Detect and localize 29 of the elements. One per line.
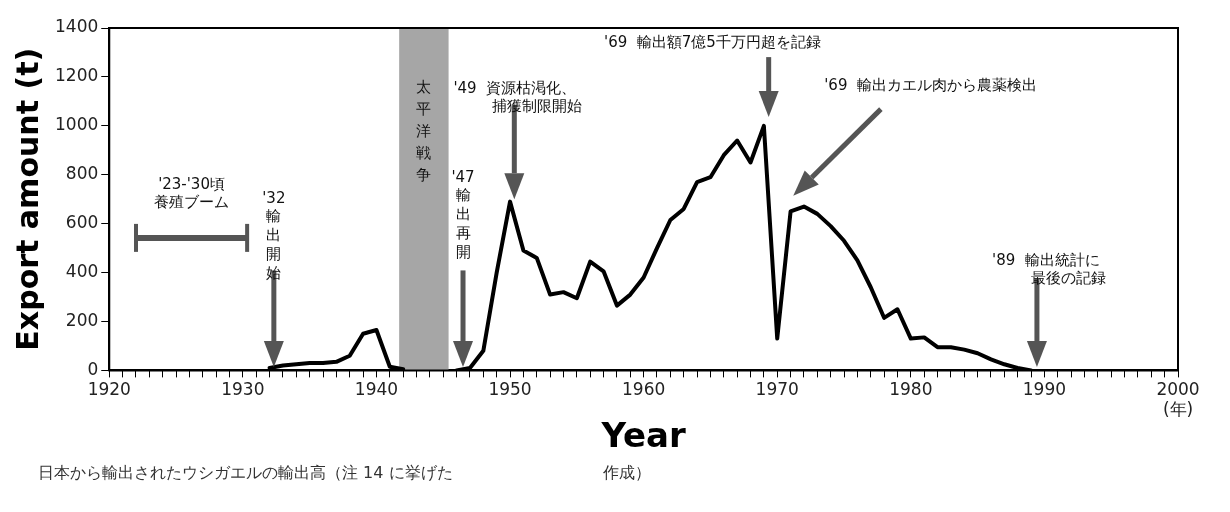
y-tick-label: 1000 bbox=[55, 114, 99, 135]
x-tick-label: 1960 bbox=[622, 379, 666, 400]
y-tick-label: 400 bbox=[65, 260, 99, 281]
y-tick-label: 800 bbox=[65, 163, 99, 184]
y-tick-label: 600 bbox=[65, 212, 99, 233]
y-tick-label: 0 bbox=[87, 358, 99, 379]
annotation: '69 輸出額7億5千万円超を記録 bbox=[604, 33, 821, 52]
x-tick-label: 1920 bbox=[87, 379, 131, 400]
x-axis-title: Year bbox=[600, 415, 686, 456]
x-tick-label: 1970 bbox=[755, 379, 799, 400]
annotation: '69 輸出カエル肉から農薬検出 bbox=[824, 75, 1037, 94]
y-tick-label: 200 bbox=[65, 309, 99, 330]
annotation: '47 輸出再開 bbox=[451, 168, 475, 263]
x-tick-label: 1950 bbox=[488, 379, 532, 400]
x-tick-label: 1990 bbox=[1022, 379, 1067, 400]
annotation: '49 資源枯渇化、捕獲制限開始 bbox=[453, 79, 583, 116]
x-tick-label: 1930 bbox=[221, 379, 265, 400]
y-axis-title: Export amount (t) bbox=[9, 47, 45, 351]
x-tick-label: 1980 bbox=[889, 379, 933, 400]
text: 作成） bbox=[602, 463, 651, 484]
annotation: '23-'30頃養殖ブーム bbox=[154, 175, 230, 212]
annotation: '89 輸出統計に最後の記録 bbox=[992, 250, 1107, 287]
y-tick-label: 1200 bbox=[55, 65, 99, 86]
y-tick-label: 1400 bbox=[55, 16, 99, 37]
x-tick-label: 1940 bbox=[354, 379, 399, 400]
band-label: 太平洋戦争 bbox=[416, 77, 432, 184]
x-tick-label: 2000 (年) bbox=[1156, 379, 1200, 420]
annotation: '32 輸出開始 bbox=[262, 188, 286, 283]
text: 日本から輸出されたウシガエルの輸出高（注 14 に挙げた bbox=[38, 463, 453, 484]
